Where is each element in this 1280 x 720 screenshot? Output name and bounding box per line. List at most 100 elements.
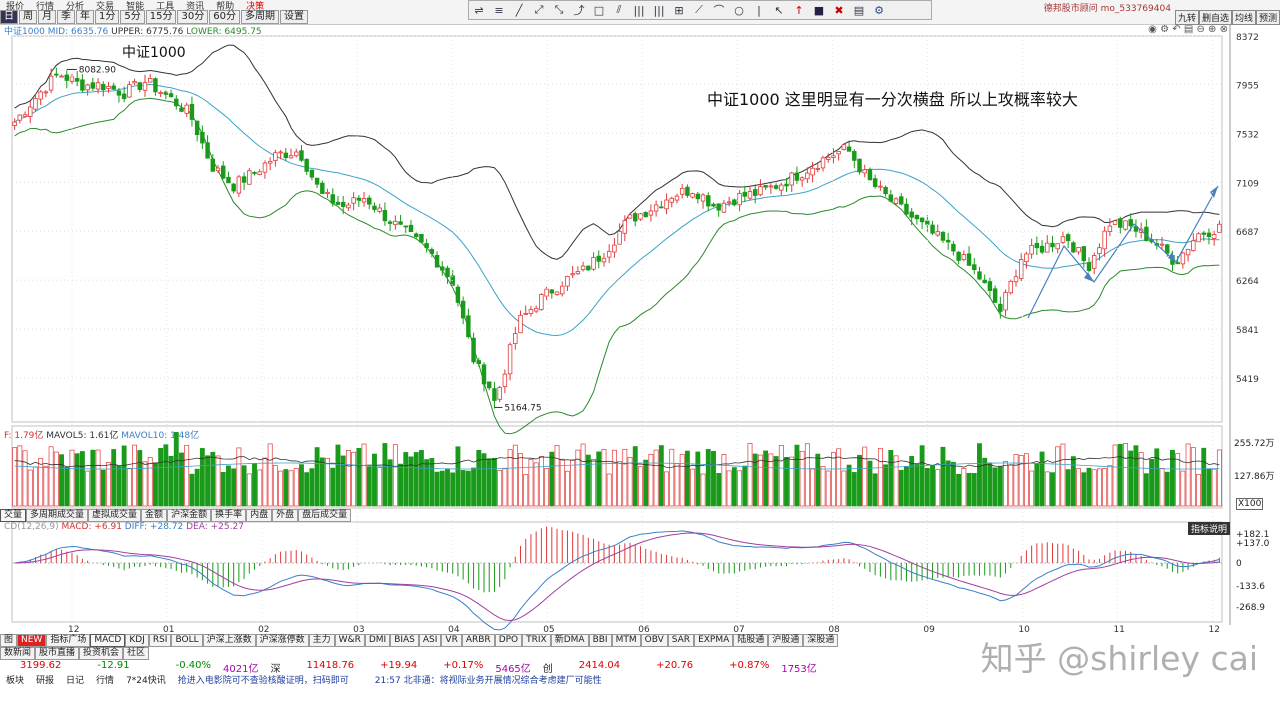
eye-icon[interactable]: ◉ xyxy=(1148,24,1157,35)
tab-remove-fav[interactable]: 删自选 xyxy=(1198,10,1232,25)
tab-new-dma[interactable]: 新DMA xyxy=(550,634,589,647)
grid-tool-icon[interactable]: ⊞ xyxy=(674,3,684,17)
draw-tool-icon[interactable]: ⇌ xyxy=(474,3,484,17)
tab-multi-volume[interactable]: 多周期成交量 xyxy=(26,509,89,522)
menu-analysis[interactable]: 分析 xyxy=(66,1,85,11)
zoom-in-icon[interactable]: ⊕ xyxy=(1208,24,1217,35)
ray-tool-icon[interactable]: ⤢ xyxy=(534,3,544,16)
period-season[interactable]: 季 xyxy=(57,10,75,24)
news-item-2[interactable]: 21:57 北非通：将视际业务开展情况综合考虑建厂可能性 xyxy=(374,676,602,686)
menu-market[interactable]: 行情 xyxy=(36,1,55,11)
tab-turnover[interactable]: 换手率 xyxy=(211,509,247,522)
news-item-1[interactable]: 抢进入电影院可不查验核酸证明，扫码即可 xyxy=(177,676,349,686)
tab-wr[interactable]: W&R xyxy=(334,634,365,647)
gann-tool-icon[interactable]: ⟋ xyxy=(695,3,703,16)
delete-icon[interactable]: ✖ xyxy=(834,3,844,17)
fib-tool-icon[interactable]: ||| xyxy=(653,3,665,17)
back-icon[interactable]: ↶ xyxy=(1172,24,1181,35)
tab-inner[interactable]: 内盘 xyxy=(246,509,273,522)
tab-expma[interactable]: EXPMA xyxy=(694,634,734,647)
channel-tool-icon[interactable]: ⫽ xyxy=(616,3,622,16)
tab-vr[interactable]: VR xyxy=(441,634,462,647)
tab-bias[interactable]: BIAS xyxy=(390,634,419,647)
menu-news[interactable]: 资讯 xyxy=(186,1,205,11)
tab-trix[interactable]: TRIX xyxy=(522,634,551,647)
tab-hq[interactable]: 行情 xyxy=(96,676,115,686)
tab-hs-up-count[interactable]: 沪深上涨数 xyxy=(202,634,256,647)
indicator-help-button[interactable]: 指标说明 xyxy=(1188,522,1231,535)
tab-amount[interactable]: 金额 xyxy=(141,509,168,522)
vline-tool-icon[interactable]: | xyxy=(757,3,761,17)
tab-ma[interactable]: 均线 xyxy=(1231,10,1256,25)
period-5min[interactable]: 5分 xyxy=(120,10,145,24)
tab-dpo[interactable]: DPO xyxy=(494,634,523,647)
menu-tools[interactable]: 工具 xyxy=(156,1,175,11)
period-multi[interactable]: 多周期 xyxy=(240,10,279,24)
tab-obv[interactable]: OBV xyxy=(640,634,668,647)
period-month[interactable]: 月 xyxy=(38,10,56,24)
tab-bbi[interactable]: BBI xyxy=(588,634,612,647)
tab-live[interactable]: 股市直播 xyxy=(35,647,80,660)
tab-virtual-volume[interactable]: 虚拟成交量 xyxy=(88,509,142,522)
tab-forecast[interactable]: 预测 xyxy=(1255,10,1280,25)
tab-indicator-square[interactable]: 指标广场 xyxy=(46,634,91,647)
gear-icon[interactable]: ⚙ xyxy=(874,3,884,17)
tab-community[interactable]: 社区 xyxy=(123,647,150,660)
tab-asi[interactable]: ASI xyxy=(418,634,442,647)
draw-tool-icon[interactable]: ≡ xyxy=(494,3,504,17)
rect-tool-icon[interactable]: □ xyxy=(593,3,605,17)
tab-diary[interactable]: 日记 xyxy=(66,676,85,686)
menu-quote[interactable]: 报价 xyxy=(6,1,25,11)
tab-hs-limit-count[interactable]: 沪深涨停数 xyxy=(255,634,309,647)
period-15min[interactable]: 15分 xyxy=(145,10,177,24)
period-year[interactable]: 年 xyxy=(76,10,94,24)
arc-tool-icon[interactable]: ⌒ xyxy=(713,4,725,17)
period-1min[interactable]: 1分 xyxy=(95,10,120,24)
tab-shengutong[interactable]: 深股通 xyxy=(803,634,839,647)
arrow-tool-icon[interactable]: ⤴ xyxy=(573,4,585,17)
circle-tool-icon[interactable]: ○ xyxy=(734,3,744,17)
tab-volume[interactable]: 交量 xyxy=(0,509,27,522)
close-icon[interactable]: ⊗ xyxy=(1219,24,1228,35)
tab-lugutong[interactable]: 陆股通 xyxy=(733,634,769,647)
tab-report[interactable]: 研报 xyxy=(36,676,55,686)
segment-tool-icon[interactable]: ⤡ xyxy=(554,3,564,16)
color-square-icon[interactable]: ■ xyxy=(813,3,825,17)
tab-arbr[interactable]: ARBR xyxy=(461,634,495,647)
tab-jiuzhuan[interactable]: 九转 xyxy=(1174,10,1199,25)
period-30min[interactable]: 30分 xyxy=(177,10,209,24)
tab-mtm[interactable]: MTM xyxy=(611,634,641,647)
tab-outer[interactable]: 外盘 xyxy=(272,509,299,522)
menu-help[interactable]: 帮助 xyxy=(216,1,235,11)
period-tool-icon[interactable]: ||| xyxy=(633,3,645,17)
tab-chart[interactable]: 图 xyxy=(0,634,18,647)
tab-dmi[interactable]: DMI xyxy=(364,634,391,647)
period-day[interactable]: 日 xyxy=(0,10,18,24)
period-settings[interactable]: 设置 xyxy=(279,10,308,24)
tab-new[interactable]: NEW xyxy=(17,634,47,647)
tab-flash[interactable]: 7*24快讯 xyxy=(126,676,166,686)
tab-hugutong[interactable]: 沪股通 xyxy=(768,634,804,647)
tab-rsi[interactable]: RSI xyxy=(148,634,172,647)
tab-main-force[interactable]: 主力 xyxy=(308,634,335,647)
settings-icon[interactable]: ⚙ xyxy=(1160,24,1170,35)
period-week[interactable]: 周 xyxy=(19,10,37,24)
cursor-icon[interactable]: ↖ xyxy=(774,3,784,17)
menu-decision[interactable]: 决策 xyxy=(246,1,265,11)
tab-sar[interactable]: SAR xyxy=(667,634,695,647)
layers-icon[interactable]: ▤ xyxy=(853,3,865,17)
tab-kdj[interactable]: KDJ xyxy=(125,634,149,647)
menu-smart[interactable]: 智能 xyxy=(126,1,145,11)
menu-trade[interactable]: 交易 xyxy=(96,1,115,11)
zoom-out-icon[interactable]: ⊖ xyxy=(1196,24,1205,35)
line-tool-icon[interactable]: ╱ xyxy=(515,3,523,17)
tab-news[interactable]: 数新闻 xyxy=(0,647,36,660)
tab-opportunity[interactable]: 投资机会 xyxy=(79,647,124,660)
doc-icon[interactable]: ▤ xyxy=(1183,24,1194,35)
tab-hs-amount[interactable]: 沪深金额 xyxy=(167,509,212,522)
period-60min[interactable]: 60分 xyxy=(209,10,240,24)
up-arrow-icon[interactable]: ↑ xyxy=(794,3,804,17)
tab-macd[interactable]: MACD xyxy=(90,634,126,647)
tab-sector[interactable]: 板块 xyxy=(6,676,25,686)
